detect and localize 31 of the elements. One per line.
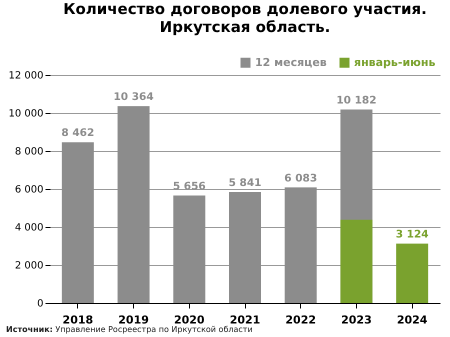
- data-label: 10 182: [336, 94, 377, 107]
- x-tick-label: 2018: [62, 314, 94, 326]
- legend-label: январь-июнь: [354, 56, 436, 69]
- data-label: 3 124: [396, 228, 429, 241]
- text: Источник: Управление Росреестра по Иркутской области: [6, 325, 254, 334]
- x-tick-label: 2024: [396, 314, 428, 326]
- x-tick-label: 2020: [174, 314, 205, 326]
- x-tick-label: 2019: [118, 314, 149, 326]
- data-label: 6 083: [284, 172, 318, 184]
- y-tick-label: 0: [37, 298, 44, 310]
- bar: [229, 192, 261, 303]
- bar: [62, 142, 94, 303]
- y-tick-label: 12 000: [8, 70, 44, 82]
- data-label: 10 364: [113, 91, 154, 104]
- x-tick-label: 2022: [285, 314, 316, 326]
- y-tick-label: 8 000: [14, 146, 44, 158]
- y-tick-label: 4 000: [14, 222, 44, 234]
- chart-title: Количество договоров долевого участия. Иркутская область.: [63, 0, 427, 36]
- bar: [340, 220, 372, 303]
- bar: [173, 196, 206, 303]
- y-tick-label: 10 000: [8, 108, 44, 120]
- y-tick-label: 6 000: [14, 184, 44, 196]
- bar: [396, 244, 428, 303]
- x-tick-label: 2021: [230, 314, 260, 326]
- x-tick-label: 2023: [341, 314, 372, 326]
- data-label: 5 841: [228, 177, 262, 190]
- y-tick-label: 2 000: [14, 260, 44, 272]
- legend-label: 12 месяцев: [255, 56, 327, 69]
- bar: [118, 106, 150, 303]
- bar: [284, 187, 317, 303]
- data-label: 8 462: [61, 127, 94, 140]
